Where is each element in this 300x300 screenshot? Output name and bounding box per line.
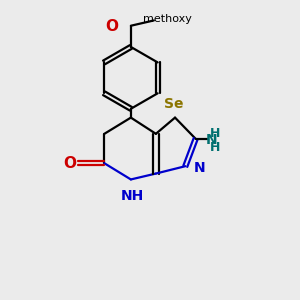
Text: methoxy: methoxy bbox=[142, 14, 191, 24]
Text: NH: NH bbox=[121, 189, 144, 203]
Text: O: O bbox=[105, 20, 118, 34]
Text: H: H bbox=[210, 127, 220, 140]
Text: Se: Se bbox=[164, 97, 183, 111]
Text: H: H bbox=[210, 141, 220, 154]
Text: O: O bbox=[63, 156, 76, 171]
Text: N: N bbox=[194, 161, 205, 175]
Text: N: N bbox=[206, 133, 217, 147]
